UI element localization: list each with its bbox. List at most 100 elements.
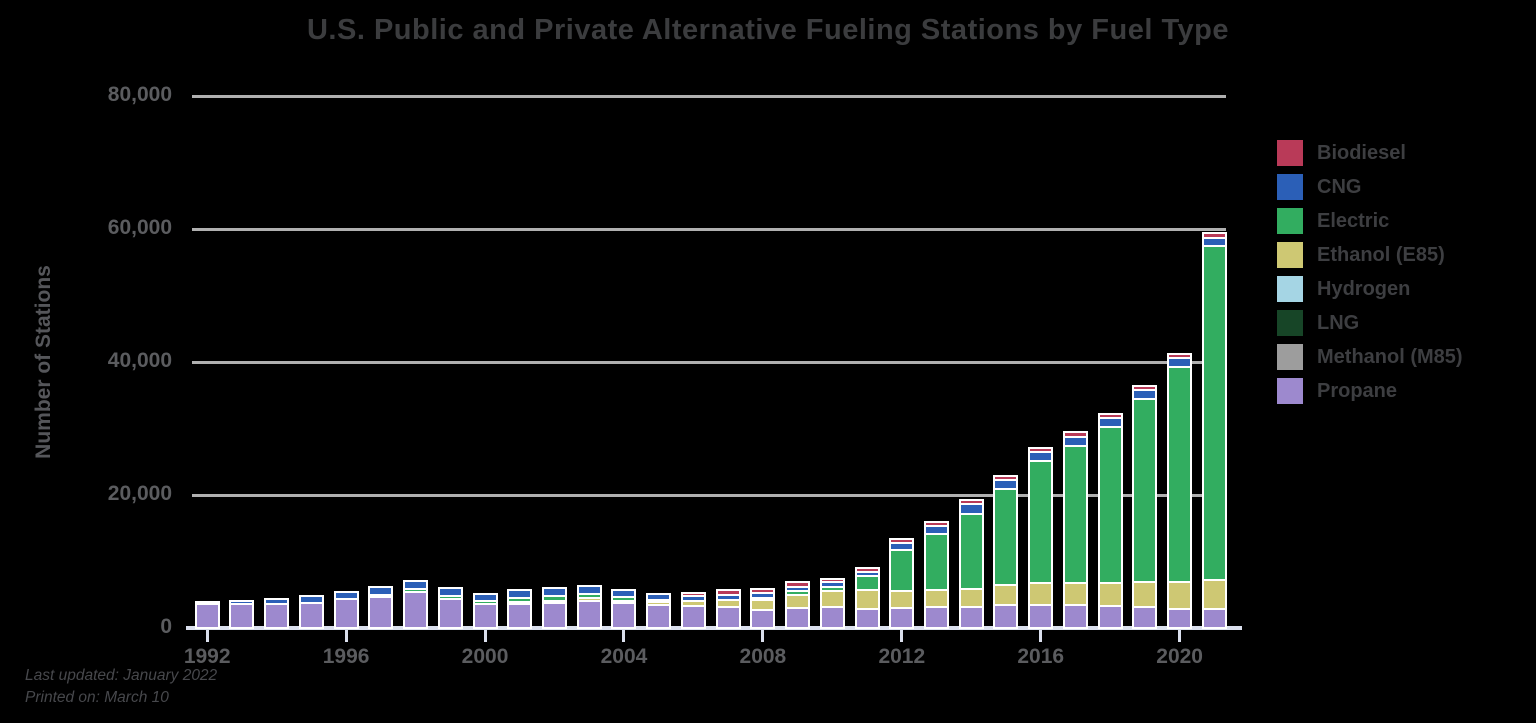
legend-swatch-Electric <box>1277 208 1303 234</box>
bar-2011 <box>856 568 878 627</box>
bar-2017 <box>1064 433 1086 627</box>
bar-segment-2010-CNG <box>821 583 843 589</box>
bar-segment-2015-Biodiesel <box>995 477 1017 482</box>
bar-2004 <box>613 590 635 627</box>
bar-segment-1994-Propane <box>266 605 288 627</box>
bar-segment-2010-Electric <box>821 588 843 593</box>
legend-item-LNG: LNG <box>1277 310 1463 336</box>
bar-segment-2020-Electric <box>1169 368 1191 583</box>
bar-segment-2000-Electric <box>474 601 496 606</box>
bar-segment-2011-Ethanol (E85) <box>856 591 878 610</box>
bar-segment-2007-Ethanol (E85) <box>717 601 739 609</box>
bar-segment-2019-Electric <box>1134 399 1156 583</box>
bar-2019 <box>1134 386 1156 627</box>
x-tick-2016 <box>1039 630 1043 642</box>
x-tick-1996 <box>344 630 348 642</box>
bar-segment-2014-CNG <box>960 505 982 515</box>
bar-1998 <box>405 582 427 627</box>
bar-segment-2014-Ethanol (E85) <box>960 589 982 608</box>
y-tick-label-0: 0 <box>160 615 172 638</box>
bar-segment-2008-CNG <box>752 594 774 599</box>
bar-segment-1995-CNG <box>300 597 322 605</box>
bar-segment-2021-Electric <box>1203 246 1225 582</box>
bar-segment-2012-Propane <box>891 609 913 627</box>
bar-segment-2015-Propane <box>995 606 1017 627</box>
bar-2012 <box>891 539 913 627</box>
footer-printed-on: Printed on: March 10 <box>25 689 169 706</box>
bar-segment-2018-Propane <box>1099 607 1121 627</box>
bar-segment-2005-Electric <box>648 600 670 604</box>
bar-segment-1992-CNG <box>196 603 218 606</box>
gridline-40,000 <box>192 361 1226 364</box>
bar-segment-2021-Ethanol (E85) <box>1203 581 1225 611</box>
legend-swatch-Hydrogen <box>1277 276 1303 302</box>
legend: Biodiesel CNG Electric Ethanol (E85) Hydroge… <box>1277 140 1463 412</box>
bar-segment-2011-Biodiesel <box>856 568 878 573</box>
legend-label-LNG: LNG <box>1317 311 1360 334</box>
bar-segment-1992-Propane <box>196 605 218 627</box>
bar-segment-2008-Biodiesel <box>752 590 774 595</box>
x-tick-label-1992: 1992 <box>183 645 231 668</box>
legend-item-Ethanol (E85): Ethanol (E85) <box>1277 242 1463 268</box>
bar-segment-2017-Electric <box>1064 446 1086 585</box>
x-tick-2000 <box>483 630 487 642</box>
bar-segment-2011-Propane <box>856 609 878 627</box>
bar-segment-2016-CNG <box>1030 453 1052 463</box>
legend-swatch-CNG <box>1277 174 1303 200</box>
bar-segment-2011-Electric <box>856 577 878 592</box>
bar-segment-2010-Propane <box>821 608 843 627</box>
y-tick-label-60,000: 60,000 <box>107 216 172 239</box>
legend-label-Electric: Electric <box>1317 209 1390 232</box>
bar-segment-2008-Propane <box>752 610 774 627</box>
bar-segment-2001-CNG <box>509 591 531 599</box>
bar-segment-2018-Biodiesel <box>1099 414 1121 420</box>
bar-segment-2016-Electric <box>1030 462 1052 584</box>
y-tick-label-40,000: 40,000 <box>107 349 172 372</box>
x-tick-2020 <box>1178 630 1182 642</box>
bar-segment-2004-CNG <box>613 590 635 599</box>
bar-segment-2002-Propane <box>544 604 565 627</box>
bar-segment-2006-Biodiesel <box>682 594 704 598</box>
bar-1992 <box>196 603 218 627</box>
bar-segment-1995-Propane <box>300 604 322 627</box>
x-tick-1992 <box>205 630 209 642</box>
plot-area <box>186 95 1242 642</box>
x-tick-label-1996: 1996 <box>322 645 370 668</box>
legend-item-Hydrogen: Hydrogen <box>1277 276 1463 302</box>
bar-segment-1998-Propane <box>405 593 427 627</box>
x-tick-label-2016: 2016 <box>1017 645 1065 668</box>
bar-segment-1999-CNG <box>439 589 461 598</box>
bar-segment-2009-Electric <box>787 592 809 596</box>
bar-segment-1997-Electric <box>370 596 392 599</box>
bar-segment-2018-CNG <box>1099 419 1121 428</box>
bar-segment-2003-Ethanol (E85) <box>578 599 600 602</box>
bar-segment-2019-Ethanol (E85) <box>1134 582 1156 609</box>
bar-segment-2020-Ethanol (E85) <box>1169 582 1191 610</box>
bar-segment-2017-Propane <box>1064 606 1086 627</box>
legend-label-Ethanol (E85): Ethanol (E85) <box>1317 243 1445 266</box>
bar-segment-1999-Electric <box>439 597 461 600</box>
gridline-20,000 <box>192 494 1226 497</box>
bar-segment-1994-CNG <box>266 600 288 606</box>
bar-segment-1993-CNG <box>231 602 253 606</box>
x-tick-2008 <box>761 630 765 642</box>
bar-segment-1997-CNG <box>370 588 392 597</box>
bar-segment-2020-Propane <box>1169 609 1191 627</box>
bar-segment-2002-CNG <box>544 588 565 597</box>
bar-segment-2006-Propane <box>682 607 704 627</box>
bar-segment-2021-Propane <box>1203 610 1225 627</box>
bar-segment-2003-Electric <box>578 594 600 600</box>
bar-2006 <box>682 594 704 627</box>
x-tick-label-2000: 2000 <box>461 645 509 668</box>
bar-segment-2003-CNG <box>578 586 600 595</box>
legend-swatch-LNG <box>1277 310 1303 336</box>
bar-segment-2004-Propane <box>613 604 635 627</box>
bar-segment-2003-Propane <box>578 601 600 627</box>
legend-swatch-Biodiesel <box>1277 140 1303 166</box>
bar-segment-2011-CNG <box>856 572 878 578</box>
bar-1993 <box>231 602 253 627</box>
bar-segment-2010-Ethanol (E85) <box>821 592 843 609</box>
bar-segment-2006-Ethanol (E85) <box>682 602 704 608</box>
bar-segment-2016-Propane <box>1030 605 1052 627</box>
bar-segment-2015-CNG <box>995 481 1017 491</box>
